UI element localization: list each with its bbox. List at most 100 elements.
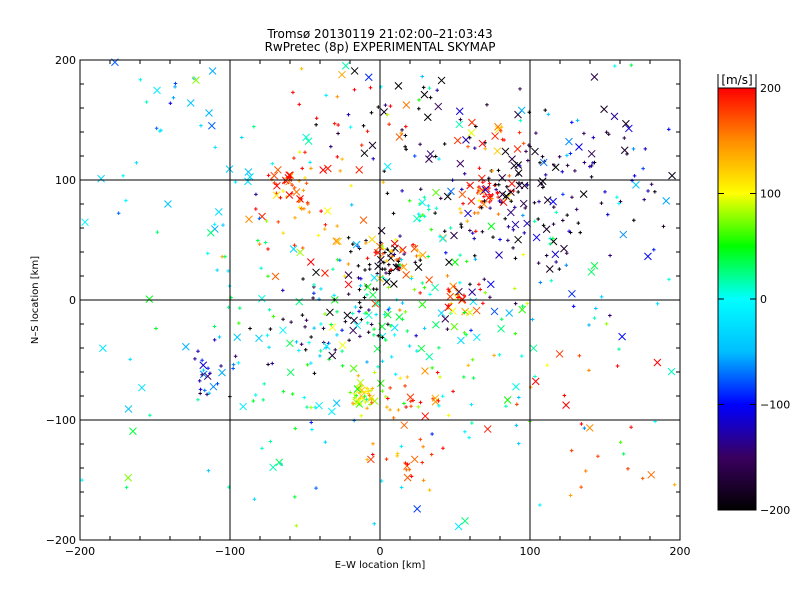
data-point: [153, 86, 161, 95]
data-point: [568, 493, 573, 498]
data-point: [507, 174, 512, 178]
data-point: [372, 333, 376, 337]
data-point: [371, 441, 375, 446]
data-point: [336, 123, 340, 127]
data-point: [416, 405, 421, 409]
data-point: [622, 119, 630, 128]
data-point: [305, 200, 310, 205]
data-point: [414, 263, 423, 271]
data-point: [203, 372, 212, 381]
data-point: [364, 311, 369, 315]
colorbar-label: [m/s]: [721, 73, 752, 87]
data-point: [226, 269, 231, 273]
data-point: [402, 101, 411, 109]
data-point: [390, 254, 394, 259]
data-point: [521, 252, 526, 257]
data-point: [488, 295, 492, 300]
data-point: [576, 221, 581, 225]
data-point: [523, 206, 528, 210]
data-point: [521, 213, 525, 218]
data-point: [386, 322, 390, 327]
data-point: [437, 309, 446, 318]
data-point: [253, 393, 258, 397]
data-point: [294, 340, 299, 344]
data-point: [409, 276, 414, 281]
data-point: [403, 124, 408, 129]
data-point: [418, 400, 423, 405]
data-point: [625, 152, 629, 156]
data-point: [398, 234, 402, 238]
data-point: [477, 185, 481, 189]
data-point: [297, 102, 302, 107]
data-point: [440, 394, 445, 399]
data-point: [404, 467, 409, 472]
data-point: [565, 213, 570, 217]
data-point: [274, 165, 282, 174]
data-point: [164, 200, 172, 208]
data-point: [455, 287, 463, 296]
data-point: [519, 199, 528, 208]
data-point: [367, 393, 372, 398]
data-point: [384, 394, 388, 399]
data-point: [302, 206, 306, 211]
data-point: [508, 155, 516, 163]
data-point: [367, 267, 372, 271]
data-point: [305, 362, 310, 367]
data-point: [591, 135, 596, 140]
data-point: [478, 139, 487, 148]
data-point: [97, 174, 105, 183]
data-point: [266, 362, 270, 367]
data-point: [244, 168, 253, 176]
data-point: [258, 294, 266, 303]
data-point: [359, 276, 363, 281]
data-point: [472, 211, 477, 215]
data-point: [355, 166, 364, 174]
data-point: [323, 222, 328, 227]
data-point: [422, 195, 427, 200]
data-point: [286, 368, 295, 377]
data-point: [525, 183, 529, 187]
data-point: [481, 185, 490, 194]
data-point: [642, 197, 647, 202]
data-point: [531, 377, 540, 386]
data-point: [256, 238, 260, 243]
x-tick-label: −100: [215, 545, 245, 558]
data-point: [456, 295, 460, 300]
data-point: [496, 168, 501, 173]
data-point: [477, 166, 482, 171]
data-point: [400, 128, 404, 132]
data-point: [437, 403, 441, 408]
data-point: [438, 234, 442, 239]
data-point: [257, 216, 262, 221]
data-point: [418, 300, 427, 309]
data-point: [407, 198, 412, 203]
data-point: [493, 182, 498, 187]
data-point: [338, 341, 347, 350]
data-point: [551, 250, 560, 259]
data-point: [231, 362, 236, 367]
data-point: [520, 354, 524, 358]
data-point: [543, 196, 552, 204]
data-point: [649, 182, 654, 187]
data-point: [297, 348, 301, 353]
x-axis-label: E–W location [km]: [335, 560, 426, 571]
data-point: [197, 379, 202, 383]
data-point: [565, 137, 573, 146]
data-point: [551, 163, 560, 172]
data-point: [662, 196, 671, 205]
data-point: [488, 206, 492, 210]
data-point: [346, 262, 351, 266]
data-point: [359, 414, 364, 418]
data-point: [384, 271, 388, 275]
data-point: [469, 328, 473, 333]
data-point: [292, 188, 301, 196]
data-point: [341, 61, 350, 70]
data-point: [546, 112, 551, 117]
data-point: [604, 322, 609, 326]
data-point: [173, 85, 177, 89]
data-point: [349, 364, 358, 373]
data-point: [468, 288, 476, 296]
data-point: [421, 412, 430, 420]
data-point: [455, 107, 464, 116]
data-point: [482, 199, 487, 203]
